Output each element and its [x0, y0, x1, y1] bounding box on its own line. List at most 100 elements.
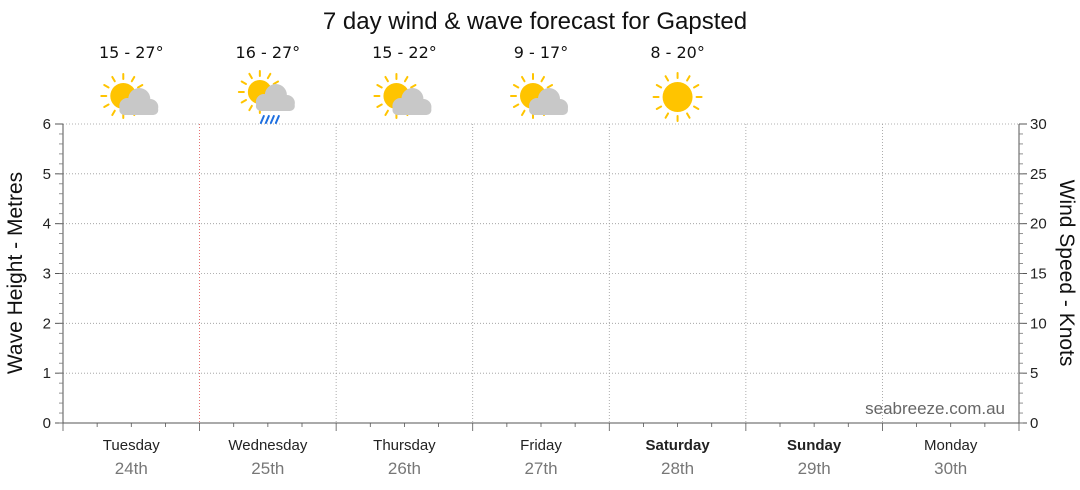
- sun-ray: [540, 75, 545, 83]
- sun-ray: [655, 84, 663, 89]
- left-tick-label: 3: [43, 266, 51, 283]
- rain-drop: [264, 115, 270, 124]
- cloud-icon: [119, 88, 159, 115]
- sun-ray: [111, 109, 116, 117]
- rain-drop: [259, 115, 265, 124]
- temperature-range: 8 - 20°: [650, 43, 704, 62]
- watermark: seabreeze.com.au: [865, 399, 1005, 418]
- sun-ray: [248, 104, 253, 112]
- chart-title: 7 day wind & wave forecast for Gapsted: [323, 8, 747, 35]
- day-label: Sunday: [787, 437, 842, 454]
- x-axis: Tuesday 24th Wednesday 25th Thursday 26th Frid…: [62, 422, 1020, 478]
- sun-ray: [693, 105, 700, 110]
- date-label: 26th: [388, 459, 421, 478]
- right-tick-label: 20: [1030, 216, 1047, 233]
- day-forecast: 8 - 20°: [650, 43, 705, 122]
- date-label: 28th: [661, 459, 694, 478]
- sun-ray: [410, 84, 417, 89]
- sun-disc: [662, 82, 693, 112]
- date-label: 29th: [798, 459, 831, 478]
- day-label: Thursday: [373, 437, 436, 454]
- sun-ray: [546, 84, 554, 89]
- sun-ray: [655, 105, 663, 110]
- left-tick-label: 6: [43, 116, 51, 133]
- day-label: Wednesday: [228, 437, 307, 454]
- cloud-icon: [392, 88, 432, 115]
- day-label: Monday: [924, 437, 978, 454]
- left-tick-label: 5: [43, 166, 51, 183]
- sun-ray: [240, 99, 248, 104]
- sun-ray: [376, 103, 383, 108]
- right-tick-label: 0: [1030, 415, 1038, 432]
- day-forecast: 15 - 27°: [99, 43, 164, 119]
- sun-ray: [693, 84, 700, 89]
- day-forecast: 16 - 27°: [236, 43, 301, 124]
- left-axis-label: Wave Height - Metres: [4, 172, 27, 374]
- date-label: 30th: [934, 459, 967, 478]
- partly-cloudy-icon: [510, 73, 568, 119]
- date-label: 25th: [251, 459, 284, 478]
- sun-icon: [652, 72, 703, 122]
- rain-drop: [274, 115, 280, 124]
- right-tick-label: 30: [1030, 116, 1047, 133]
- daily-forecast-row: 15 - 27° 16 - 27° 15 - 22° 9 - 17° 8 - 20°: [99, 43, 705, 124]
- right-tick-label: 15: [1030, 266, 1047, 283]
- sun-ray: [103, 84, 110, 89]
- right-tick-label: 5: [1030, 365, 1038, 382]
- cloud-icon: [255, 84, 295, 111]
- sun-ray: [512, 84, 520, 89]
- cloud-rain-icon: [237, 70, 295, 124]
- sun-ray: [376, 84, 383, 89]
- sun-ray: [664, 112, 670, 119]
- rain-icon: [259, 115, 280, 124]
- day-label: Friday: [520, 437, 562, 454]
- sun-ray: [664, 75, 670, 82]
- left-tick-label: 2: [43, 315, 51, 332]
- sun-ray: [272, 80, 280, 85]
- date-label: 24th: [115, 459, 148, 478]
- right-tick-label: 10: [1030, 315, 1047, 332]
- partly-cloudy-icon: [373, 73, 432, 119]
- temperature-range: 16 - 27°: [236, 43, 301, 62]
- cloud-base: [119, 105, 159, 115]
- left-tick-label: 0: [43, 415, 51, 432]
- grid-lines: [63, 123, 1019, 423]
- sun-ray: [384, 109, 389, 117]
- sun-ray: [137, 84, 144, 89]
- sun-ray: [521, 109, 526, 117]
- temperature-range: 15 - 27°: [99, 43, 164, 62]
- right-tick-label: 25: [1030, 166, 1047, 183]
- day-forecast: 9 - 17°: [510, 43, 568, 119]
- sun-ray: [686, 112, 691, 119]
- sun-ray: [130, 75, 136, 83]
- left-axis: 0 1 2 3 4 5 6: [43, 116, 64, 432]
- sun-ray: [111, 75, 116, 83]
- sun-ray: [512, 103, 520, 108]
- sun-ray: [248, 72, 253, 80]
- sun-ray: [686, 75, 691, 82]
- day-label: Tuesday: [103, 437, 160, 454]
- sun-ray: [384, 75, 389, 83]
- left-tick-label: 4: [43, 216, 51, 233]
- cloud-icon: [529, 88, 568, 115]
- day-label: Saturday: [645, 437, 710, 454]
- sun-ray: [266, 72, 272, 80]
- cloud-base: [255, 101, 295, 111]
- left-tick-label: 1: [43, 365, 51, 382]
- temperature-range: 9 - 17°: [514, 43, 568, 62]
- cloud-base: [392, 105, 432, 115]
- right-axis: 0 5 10 15 20 25 30: [1018, 116, 1047, 432]
- sun-ray: [403, 75, 409, 83]
- rain-drop: [269, 115, 275, 124]
- temperature-range: 15 - 22°: [372, 43, 437, 62]
- sun-icon: [652, 72, 703, 122]
- date-label: 27th: [524, 459, 557, 478]
- sun-ray: [240, 80, 248, 85]
- day-forecast: 15 - 22°: [372, 43, 437, 119]
- sun-ray: [103, 103, 110, 108]
- right-axis-label: Wind Speed - Knots: [1055, 180, 1078, 367]
- partly-cloudy-icon: [100, 73, 159, 119]
- cloud-base: [529, 105, 568, 115]
- sun-ray: [521, 75, 526, 83]
